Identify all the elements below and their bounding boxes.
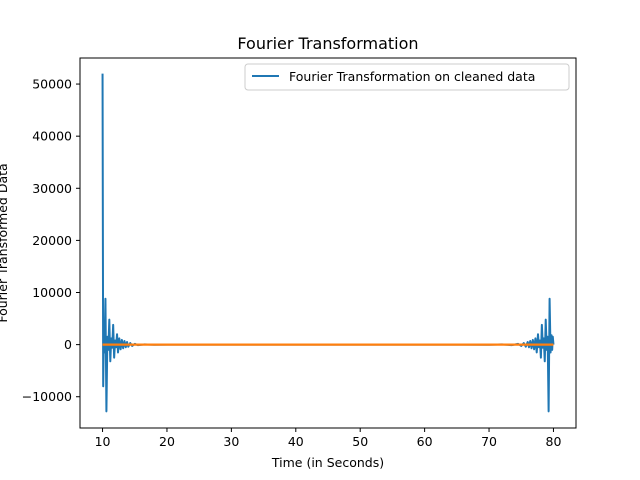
x-tick-label: 60 <box>417 434 433 449</box>
axes-frame <box>79 57 577 429</box>
y-tick-label: 30000 <box>32 181 72 196</box>
x-axis-label: Time (in Seconds) <box>271 455 384 470</box>
chart-title: Fourier Transformation <box>237 34 418 53</box>
legend-box <box>244 63 570 91</box>
x-tick-label: 10 <box>95 434 111 449</box>
y-tick-label: 50000 <box>32 77 72 92</box>
x-tick-label: 20 <box>159 434 175 449</box>
y-tick-label: −10000 <box>22 389 72 404</box>
x-tick-label: 50 <box>352 434 368 449</box>
y-tick-label: 20000 <box>32 233 72 248</box>
x-tick-label: 80 <box>546 434 562 449</box>
y-tick-label: 0 <box>64 337 72 352</box>
legend: Fourier Transformation on cleaned data <box>244 63 570 91</box>
x-tick-label: 70 <box>481 434 497 449</box>
y-tick-label: 40000 <box>32 129 72 144</box>
y-tick-label: 10000 <box>32 285 72 300</box>
y-axis-label: Fourier Transformed Data <box>0 163 10 322</box>
legend-label: Fourier Transformation on cleaned data <box>289 69 535 84</box>
plot-area <box>101 73 555 413</box>
x-tick-label: 30 <box>223 434 239 449</box>
axes: 10 20 30 40 50 60 70 80 −10000 0 10000 20000 30000 40… <box>22 57 577 449</box>
series-line-0 <box>101 73 555 413</box>
x-tick-label: 40 <box>288 434 304 449</box>
